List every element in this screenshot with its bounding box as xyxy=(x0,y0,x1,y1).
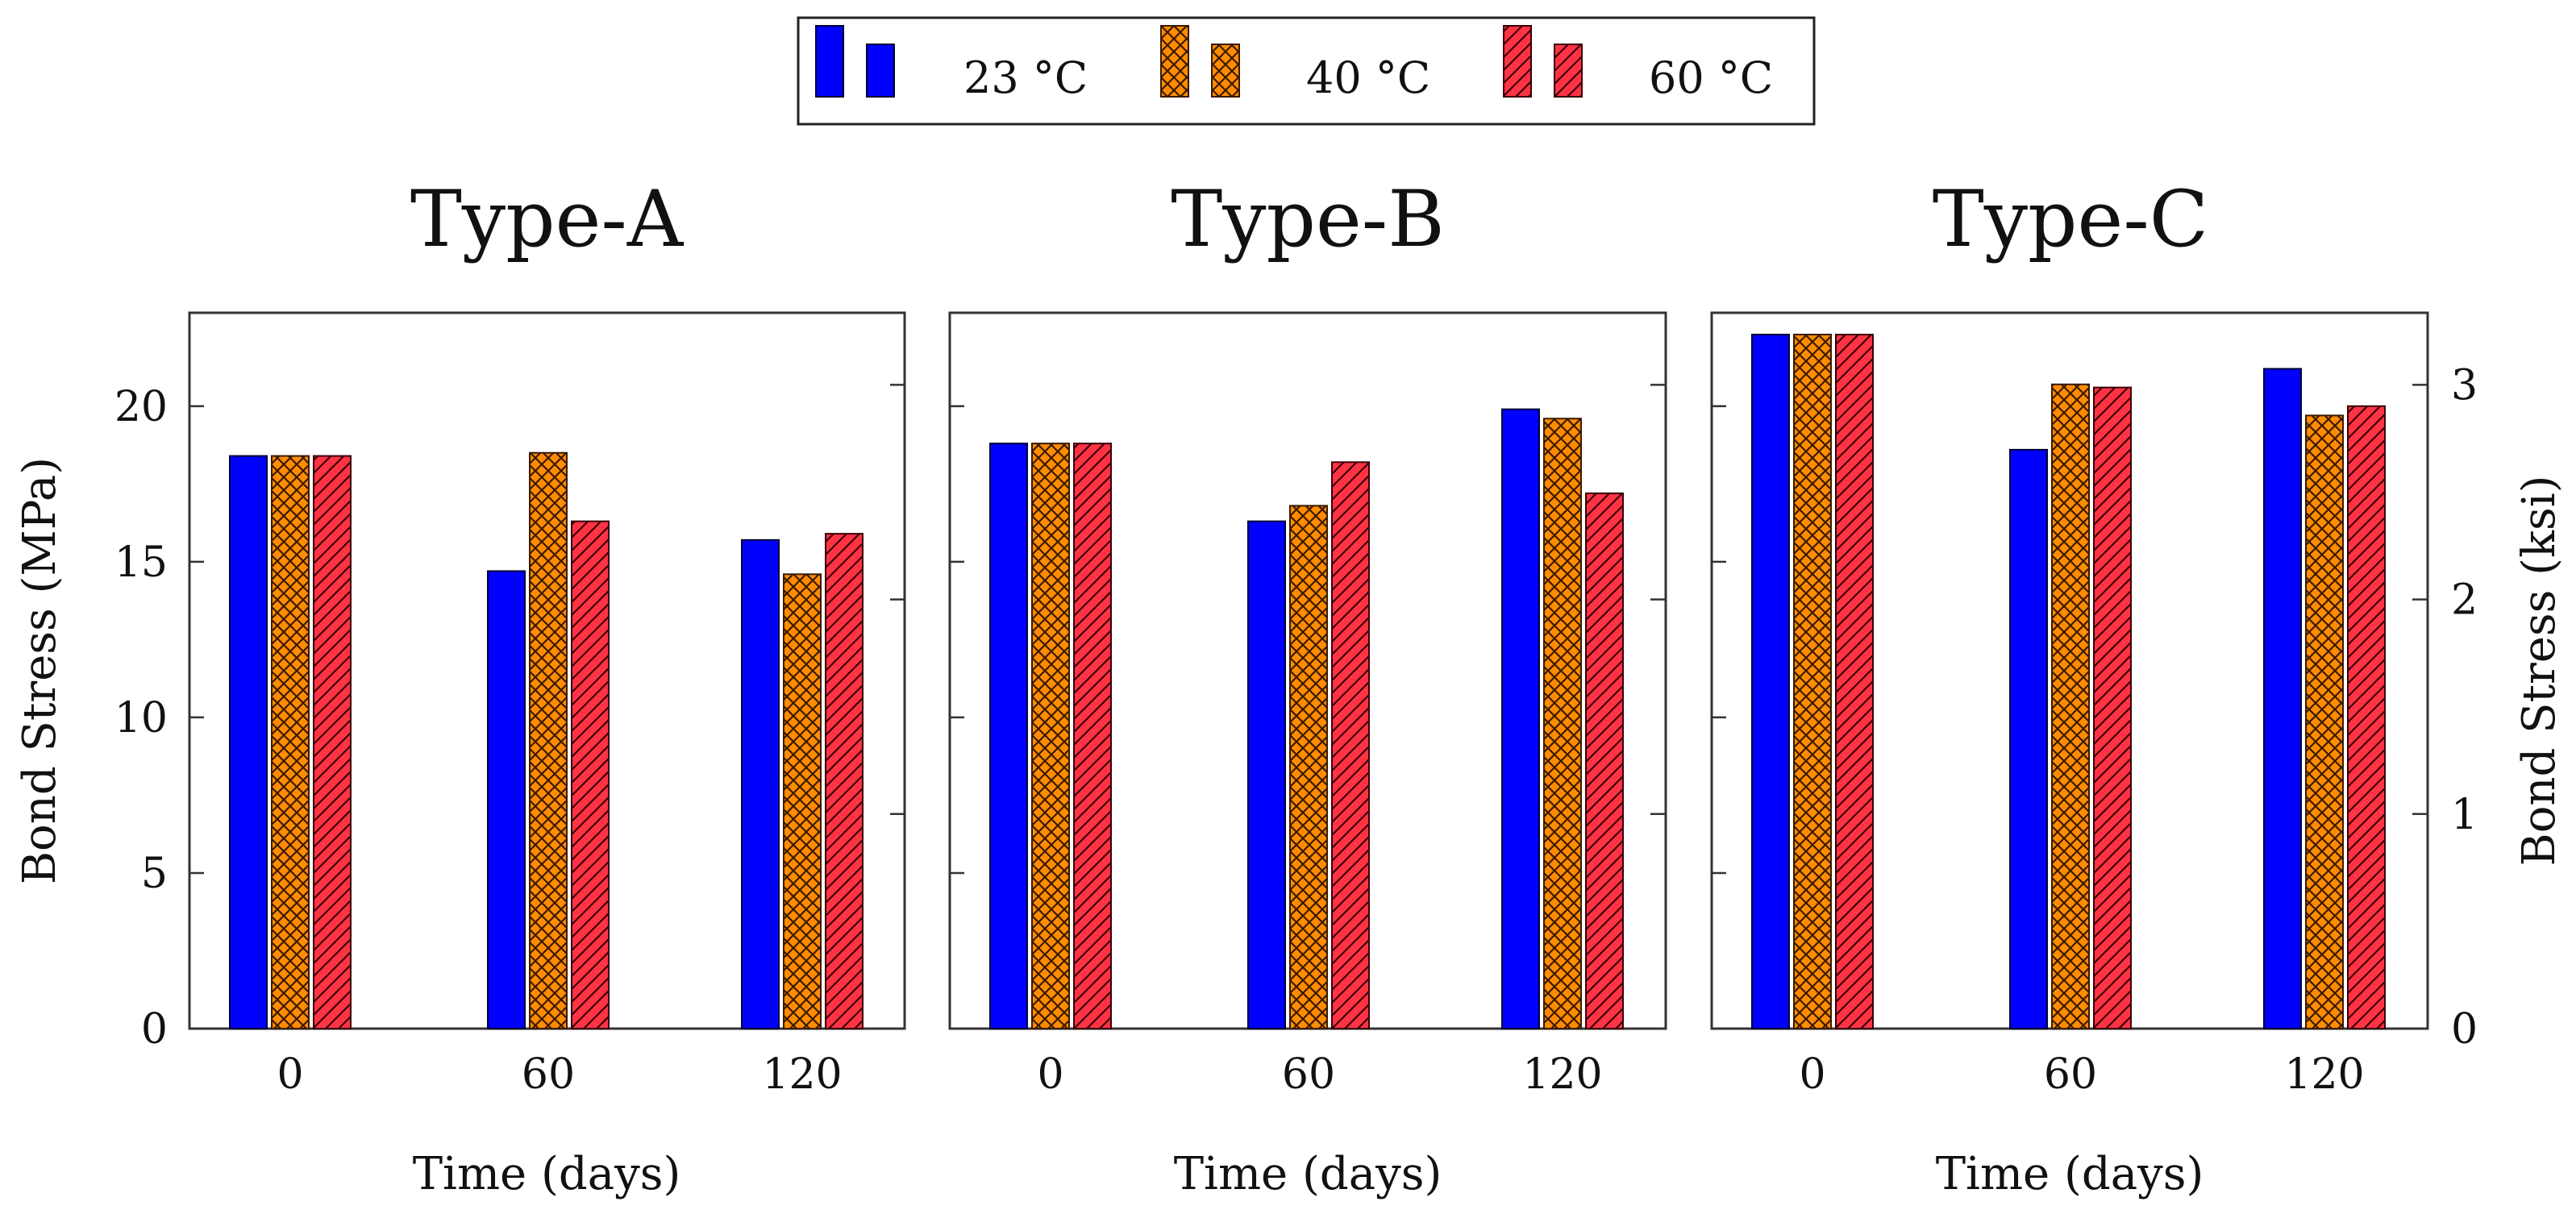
x-tick-label: 120 xyxy=(762,1050,842,1099)
bar-type-a-120-60c xyxy=(825,533,864,1029)
bar-type-b-0-23c xyxy=(989,443,1028,1029)
bar-type-c-60-60c xyxy=(2093,386,2132,1029)
y-axis-label-left: Bond Stress (MPa) xyxy=(14,457,66,884)
bar-type-c-120-23c xyxy=(2263,368,2302,1029)
bar-type-b-60-40c xyxy=(1289,505,1328,1029)
legend-swatch-23c xyxy=(866,44,895,98)
x-tick-label: 0 xyxy=(1799,1050,1825,1099)
legend-label-60c: 60 °C xyxy=(1649,52,1773,103)
x-axis-label-type-b: Time (days) xyxy=(1174,1148,1442,1200)
bar-type-b-120-60c xyxy=(1585,492,1624,1029)
legend-swatch-23c xyxy=(815,25,844,98)
bar-type-a-0-23c xyxy=(229,455,268,1029)
y-axis-label-right: Bond Stress (ksi) xyxy=(2513,476,2566,867)
bar-type-c-120-60c xyxy=(2347,405,2386,1029)
legend-swatch-40c xyxy=(1160,25,1189,98)
panel-title-type-a: Type-A xyxy=(410,174,685,264)
legend-label-23c: 23 °C xyxy=(963,52,1088,103)
legend-swatch-60c xyxy=(1554,44,1583,98)
y-tick-label-left: 15 xyxy=(114,538,168,587)
x-tick-label: 0 xyxy=(1037,1050,1063,1099)
bar-type-a-120-23c xyxy=(741,538,780,1029)
x-tick-label: 60 xyxy=(2044,1050,2097,1099)
y-tick-label-right: 3 xyxy=(2451,361,2478,410)
bar-type-a-120-40c xyxy=(783,573,822,1029)
y-tick-label-left: 20 xyxy=(114,383,168,431)
bar-type-a-60-40c xyxy=(529,451,568,1029)
bar-type-a-0-60c xyxy=(313,455,352,1029)
panel-title-type-c: Type-C xyxy=(1933,174,2208,264)
panel-title-type-b: Type-B xyxy=(1171,174,1445,264)
bar-type-a-0-40c xyxy=(271,455,310,1029)
bar-type-b-0-60c xyxy=(1073,443,1112,1029)
bar-type-c-60-23c xyxy=(2009,448,2048,1029)
bar-type-c-120-40c xyxy=(2305,414,2344,1029)
bar-type-b-60-23c xyxy=(1247,520,1286,1029)
y-tick-label-left: 0 xyxy=(141,1005,168,1054)
bar-type-c-60-40c xyxy=(2051,383,2090,1029)
x-axis-label-type-c: Time (days) xyxy=(1936,1148,2204,1200)
legend-swatch-40c xyxy=(1211,44,1240,98)
y-tick-label-right: 1 xyxy=(2451,791,2478,839)
legend: 23 °C 40 °C 60 °C xyxy=(797,16,1816,126)
chart-marks: 0 60 120 0 60 120 0 60 120 0 5 10 15 20 0 1 2 3 xyxy=(114,334,2478,1099)
y-tick-label-right: 2 xyxy=(2451,576,2478,625)
bar-type-a-60-60c xyxy=(571,520,610,1029)
bar-type-b-120-23c xyxy=(1501,408,1540,1029)
x-axis-label-type-a: Time (days) xyxy=(413,1148,681,1200)
x-tick-label: 120 xyxy=(1522,1050,1602,1099)
y-tick-label-right: 0 xyxy=(2451,1005,2478,1054)
bar-type-c-0-40c xyxy=(1793,334,1832,1030)
x-tick-label: 120 xyxy=(2284,1050,2364,1099)
legend-box xyxy=(797,16,1816,126)
x-tick-label: 0 xyxy=(277,1050,303,1099)
x-tick-label: 60 xyxy=(1282,1050,1335,1099)
x-tick-label: 60 xyxy=(522,1050,575,1099)
bar-type-c-0-23c xyxy=(1751,334,1790,1030)
legend-swatch-60c xyxy=(1503,25,1532,98)
bar-type-a-60-23c xyxy=(487,570,526,1029)
bar-type-b-0-40c xyxy=(1031,443,1070,1029)
legend-label-40c: 40 °C xyxy=(1306,52,1430,103)
bar-type-b-120-40c xyxy=(1543,418,1582,1029)
bar-type-c-0-60c xyxy=(1835,334,1874,1030)
y-tick-label-left: 10 xyxy=(114,694,168,742)
y-tick-label-left: 5 xyxy=(141,850,168,898)
bar-type-b-60-60c xyxy=(1331,461,1370,1029)
